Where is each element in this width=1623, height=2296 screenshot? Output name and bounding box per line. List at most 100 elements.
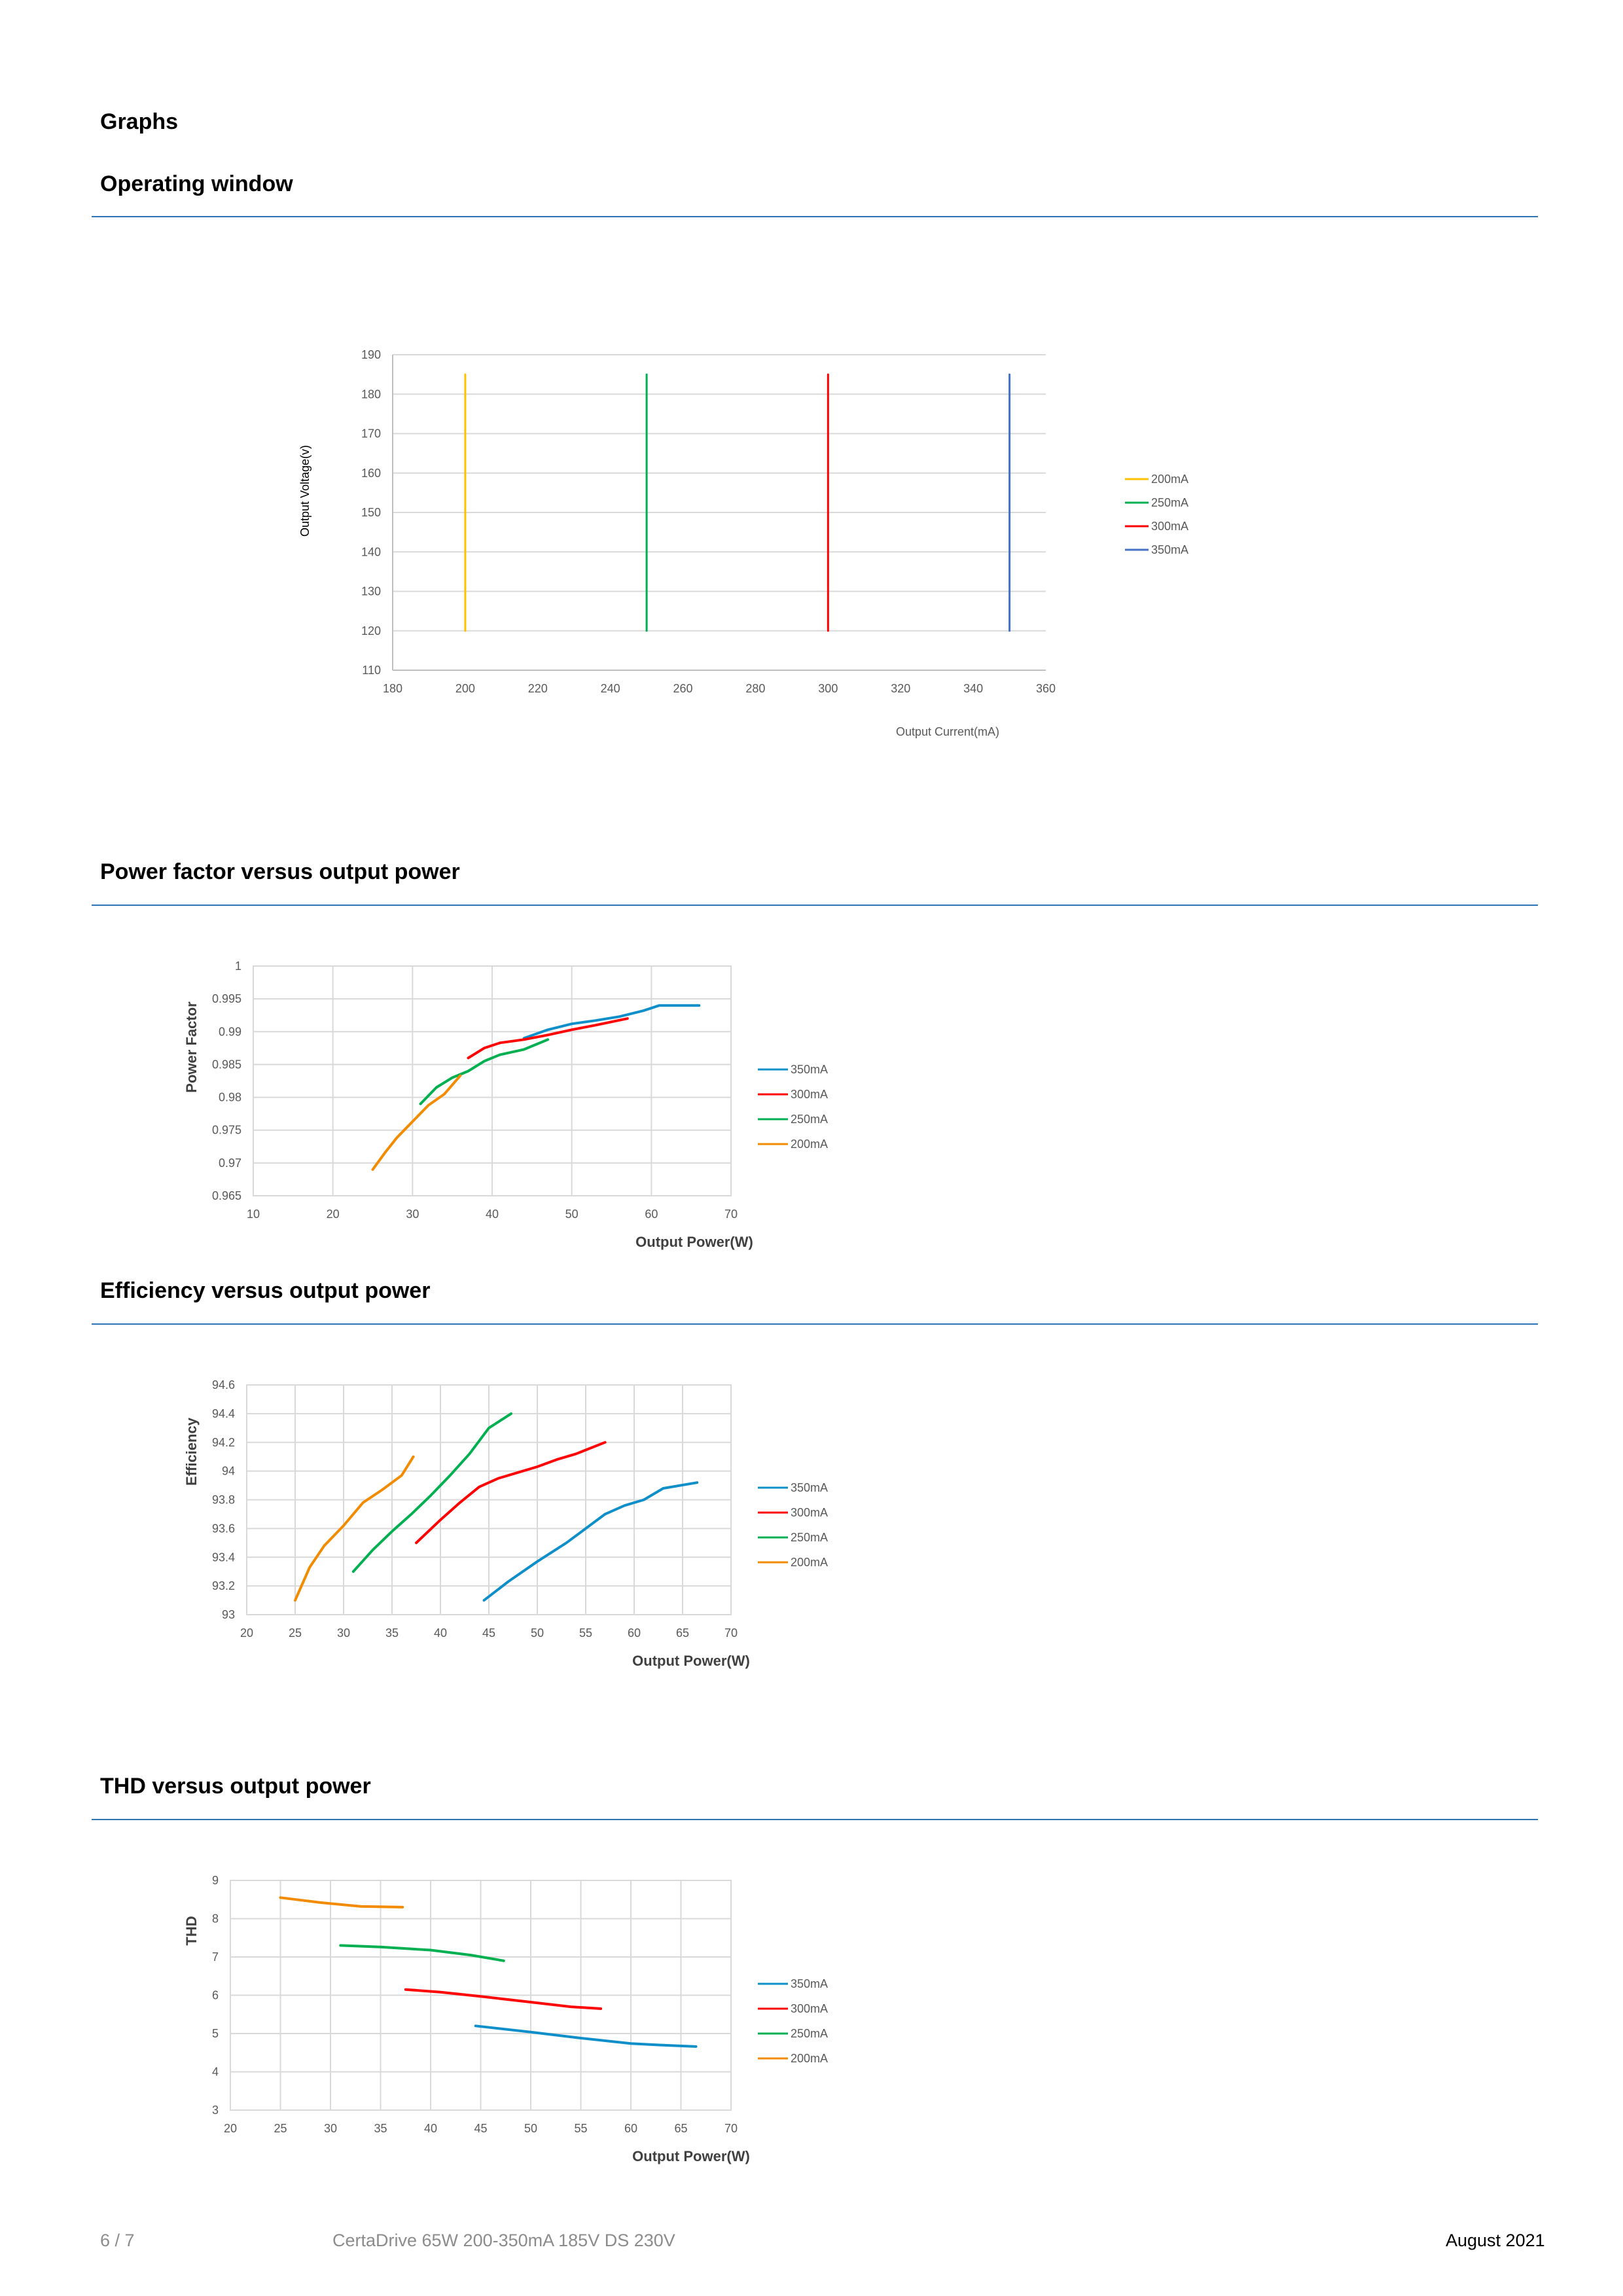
x-tick-label: 260 — [673, 682, 693, 695]
y-tick-label: 93.4 — [212, 1551, 235, 1564]
legend-label-200mA: 200mA — [791, 1556, 828, 1569]
x-axis-label: Output Power(W) — [632, 1653, 750, 1669]
series-line-350mA — [482, 1481, 699, 1602]
x-tick-label: 45 — [482, 1626, 495, 1640]
legend-label-250mA: 250mA — [1151, 496, 1188, 509]
series-line-250mA — [339, 1944, 505, 1962]
series-line-200mA — [371, 1074, 462, 1171]
y-tick-label: 94 — [222, 1465, 235, 1478]
y-tick-label: 9 — [212, 1874, 219, 1887]
legend-label-200mA: 200mA — [791, 1138, 828, 1151]
y-tick-label: 160 — [361, 467, 381, 480]
legend-label-300mA: 300mA — [791, 1088, 828, 1101]
legend-label-250mA: 250mA — [791, 1113, 828, 1126]
x-tick-label: 70 — [724, 2122, 738, 2135]
y-tick-label: 0.98 — [219, 1091, 241, 1104]
y-tick-label: 180 — [361, 387, 381, 401]
legend-label-300mA: 300mA — [791, 1506, 828, 1519]
y-tick-label: 4 — [212, 2066, 219, 2079]
y-tick-label: 110 — [362, 664, 381, 677]
x-tick-label: 25 — [274, 2122, 287, 2135]
x-tick-label: 40 — [434, 1626, 447, 1640]
y-tick-label: 3 — [212, 2104, 219, 2117]
series-line-250mA — [351, 1412, 512, 1573]
x-tick-label: 220 — [528, 682, 548, 695]
plot-frame — [246, 1384, 732, 1615]
x-tick-label: 50 — [524, 2122, 537, 2135]
legend-label-350mA: 350mA — [791, 1977, 828, 1990]
x-tick-label: 60 — [628, 1626, 641, 1640]
x-tick-label: 35 — [385, 1626, 399, 1640]
y-tick-label: 93.2 — [212, 1579, 235, 1592]
legend-label-250mA: 250mA — [791, 1531, 828, 1544]
y-tick-label: 0.97 — [219, 1157, 241, 1170]
y-tick-label: 93.8 — [212, 1494, 235, 1507]
x-tick-label: 20 — [224, 2122, 237, 2135]
legend-label-350mA: 350mA — [791, 1063, 828, 1076]
x-tick-label: 240 — [601, 682, 620, 695]
x-tick-label: 200 — [455, 682, 475, 695]
series-line-350mA — [522, 1004, 701, 1040]
plot-frame — [230, 1880, 732, 2111]
x-tick-label: 30 — [324, 2122, 337, 2135]
y-axis-label: Efficiency — [183, 1417, 200, 1486]
y-tick-label: 170 — [361, 427, 381, 440]
plot-frame — [253, 965, 732, 1196]
series-line-250mA — [419, 1038, 550, 1105]
x-axis-label: Output Power(W) — [632, 2148, 750, 2164]
legend-label-200mA: 200mA — [791, 2052, 828, 2065]
y-tick-label: 0.99 — [219, 1025, 241, 1038]
x-tick-label: 320 — [891, 682, 910, 695]
y-tick-label: 94.4 — [212, 1407, 235, 1420]
efficiency-chart: 93 93.2 93.4 93.6 93.8 94 94.2 94.4 94.6 20 25 30 35… — [183, 1378, 828, 1669]
footer-page-number: 6 / 7 — [100, 2231, 135, 2250]
x-tick-label: 50 — [565, 1208, 579, 1221]
legend-label-350mA: 350mA — [791, 1481, 828, 1494]
series-line-200mA — [294, 1455, 415, 1602]
y-tick-label: 0.985 — [212, 1058, 241, 1071]
x-tick-label: 55 — [579, 1626, 592, 1640]
section-title-operating-window: Operating window — [100, 171, 293, 196]
x-tick-label: 40 — [424, 2122, 437, 2135]
section-divider — [92, 1819, 1538, 1820]
y-tick-label: 130 — [361, 585, 381, 598]
y-tick-label: 1 — [235, 960, 241, 973]
series-line-350mA — [474, 2024, 698, 2048]
x-tick-label: 280 — [745, 682, 765, 695]
y-axis-label: Output Voltage(v) — [298, 445, 312, 537]
section-title-efficiency: Efficiency versus output power — [100, 1278, 431, 1303]
section-divider — [92, 905, 1538, 906]
y-tick-label: 0.975 — [212, 1124, 241, 1137]
section-title-thd: THD versus output power — [100, 1774, 371, 1799]
x-tick-label: 300 — [818, 682, 838, 695]
y-tick-label: 8 — [212, 1912, 219, 1926]
x-tick-label: 340 — [963, 682, 983, 695]
legend-label-250mA: 250mA — [791, 2027, 828, 2040]
y-tick-label: 150 — [361, 506, 381, 519]
footer-date: August 2021 — [1446, 2231, 1545, 2250]
x-tick-label: 35 — [374, 2122, 387, 2135]
x-tick-label: 70 — [724, 1626, 738, 1640]
x-tick-label: 65 — [674, 2122, 687, 2135]
x-tick-label: 180 — [383, 682, 402, 695]
section-divider — [92, 216, 1538, 217]
legend-label-300mA: 300mA — [1151, 520, 1188, 533]
series-line-300mA — [415, 1441, 607, 1545]
page-heading: Graphs — [100, 109, 179, 134]
y-tick-label: 0.965 — [212, 1189, 241, 1202]
y-tick-label: 6 — [212, 1989, 219, 2002]
series-line-300mA — [467, 1017, 629, 1060]
x-tick-label: 30 — [406, 1208, 419, 1221]
legend-label-350mA: 350mA — [1151, 543, 1188, 556]
y-tick-label: 5 — [212, 2027, 219, 2040]
x-axis-label: Output Current(mA) — [896, 725, 999, 738]
x-tick-label: 60 — [645, 1208, 658, 1221]
power_factor-chart: 0.965 0.97 0.975 0.98 0.985 0.99 0.995 1 10 20 30 4… — [183, 960, 828, 1250]
x-tick-label: 360 — [1036, 682, 1056, 695]
y-tick-label: 93.6 — [212, 1522, 235, 1535]
x-tick-label: 70 — [724, 1208, 738, 1221]
operating-chart: 110 120 130 140 150 160 170 180 190 180 200 220 240 2… — [298, 348, 1188, 738]
section-divider — [92, 1323, 1538, 1325]
